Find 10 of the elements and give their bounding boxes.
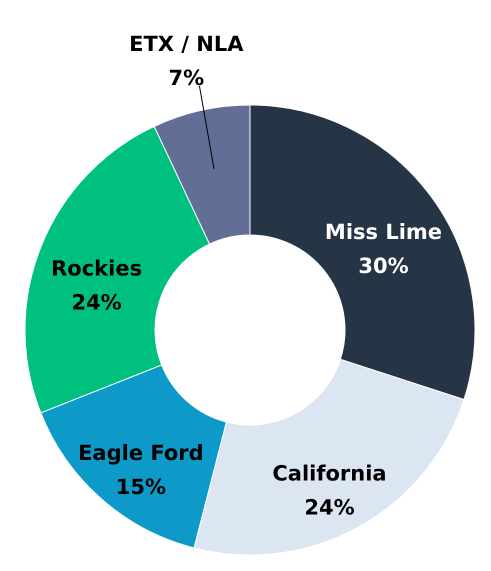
slice-label: Eagle Ford: [78, 440, 204, 465]
slice-label: Miss Lime: [324, 220, 442, 244]
data-label: 24%: [304, 496, 355, 520]
data-label: 15%: [116, 474, 166, 499]
data-label: 30%: [358, 254, 409, 278]
data-label: 24%: [71, 290, 122, 314]
slice-label: Rockies: [51, 256, 142, 280]
data-label: 7%: [168, 66, 204, 90]
slice-label: ETX / NLA: [129, 32, 244, 56]
slice-label: California: [272, 462, 387, 486]
